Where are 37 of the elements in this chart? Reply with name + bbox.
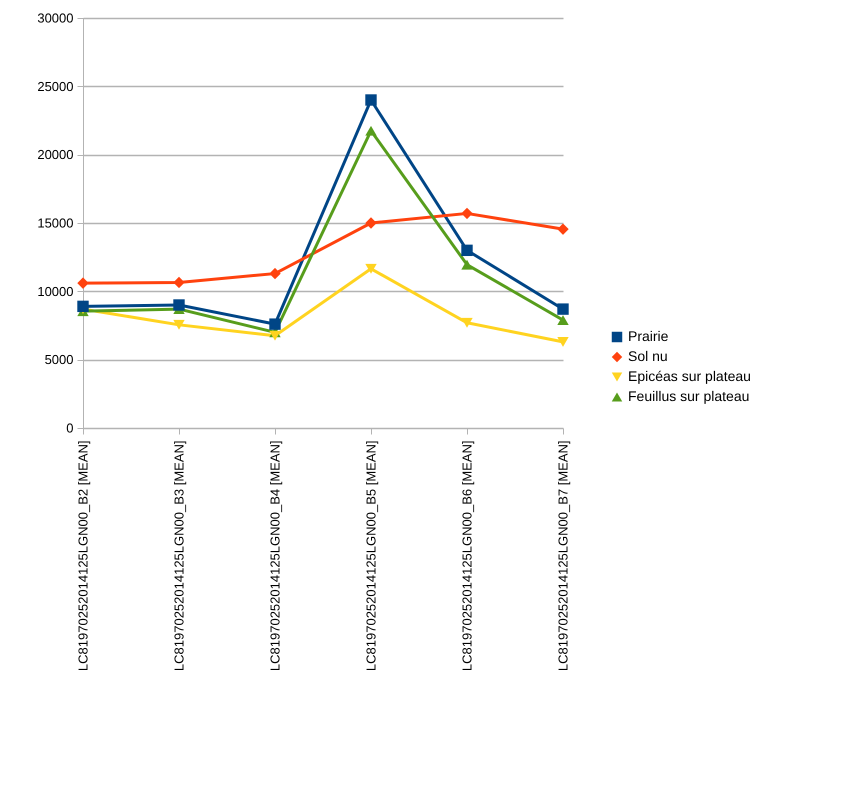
point xyxy=(461,244,473,256)
point xyxy=(461,208,473,220)
y-tick-label: 20000 xyxy=(37,147,74,162)
x-tick-label: LC81970252014125LGN00_B4 [MEAN] xyxy=(268,440,282,672)
legend-label: Prairie xyxy=(628,328,669,344)
x-tick-label: LC81970252014125LGN00_B5 [MEAN] xyxy=(364,440,378,672)
x-tick-label: LC81970252014125LGN00_B7 [MEAN] xyxy=(556,440,570,672)
y-tick-label: 10000 xyxy=(37,284,74,299)
point xyxy=(77,300,89,312)
point xyxy=(557,303,569,315)
point xyxy=(557,223,569,235)
point xyxy=(173,320,185,330)
point xyxy=(269,330,281,341)
x-tick-label: LC81970252014125LGN00_B6 [MEAN] xyxy=(460,440,474,672)
point xyxy=(365,126,377,136)
point xyxy=(77,277,89,289)
y-tick-label: 25000 xyxy=(37,78,74,94)
legend-label: Sol nu xyxy=(628,348,668,364)
x-tick-label: LC81970252014125LGN00_B3 [MEAN] xyxy=(172,440,186,672)
y-tick-label: 15000 xyxy=(37,216,74,230)
x-tick-label: LC81970252014125LGN00_B2 [MEAN] xyxy=(76,440,90,672)
legend-label: Epicéas sur plateau xyxy=(628,368,751,384)
point xyxy=(365,264,377,274)
point xyxy=(173,299,185,311)
legend-label: Feuillus sur plateau xyxy=(628,388,750,404)
point xyxy=(269,318,281,330)
point xyxy=(557,315,569,325)
y-tick-label: 30000 xyxy=(37,10,74,26)
point xyxy=(365,217,377,229)
point xyxy=(461,318,473,328)
y-tick-label: 5000 xyxy=(44,352,74,368)
point xyxy=(269,268,281,280)
point xyxy=(461,260,473,270)
point xyxy=(557,336,569,347)
point xyxy=(365,94,377,106)
point xyxy=(173,276,185,288)
y-tick-label: 0 xyxy=(66,420,74,436)
